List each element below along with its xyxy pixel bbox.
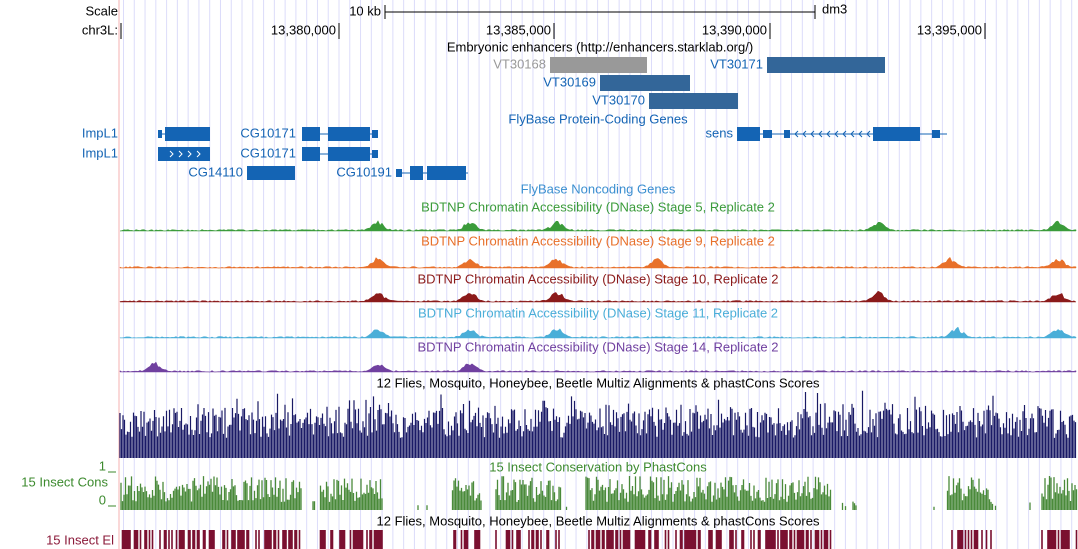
- element-bars: [121, 530, 1078, 549]
- signal: [119, 220, 1077, 232]
- gene-label: CG10171: [240, 145, 296, 160]
- ruler-label: 13,390,000: [702, 22, 767, 37]
- gene-label: CG14110: [188, 164, 243, 179]
- axis-min: 0: [99, 492, 106, 507]
- gene-label: CG10191: [336, 164, 392, 179]
- exon: [763, 130, 772, 138]
- enhancer-label: VT30171: [710, 56, 763, 71]
- track-title: BDTNP Chromatin Accessibility (DNase) St…: [421, 199, 775, 214]
- enhancer: [649, 93, 738, 109]
- strand-arrow: [187, 150, 192, 158]
- exon: [372, 150, 378, 158]
- track-title: BDTNP Chromatin Accessibility (DNase) St…: [417, 271, 778, 286]
- track-title: FlyBase Noncoding Genes: [521, 181, 676, 196]
- strand-arrow: [826, 130, 831, 138]
- gene-label: CG10171: [240, 125, 296, 140]
- signal: [119, 256, 1077, 269]
- conservation-bars: [119, 390, 1077, 458]
- exon: [784, 130, 790, 138]
- strand-arrow: [810, 130, 815, 138]
- ruler-label: 13,380,000: [271, 22, 336, 37]
- chrom-label: chr3L:: [82, 22, 118, 37]
- strand-arrow: [866, 130, 871, 138]
- track-title: 12 Flies, Mosquito, Honeybee, Beetle Mul…: [377, 513, 820, 528]
- track-title: BDTNP Chromatin Accessibility (DNase) St…: [417, 339, 778, 354]
- exon: [372, 130, 378, 138]
- exon: [302, 147, 320, 161]
- strand-arrow: [802, 130, 807, 138]
- exon: [247, 166, 295, 180]
- exon: [873, 127, 920, 141]
- strand-arrow: [842, 130, 847, 138]
- strand-arrow: [169, 150, 174, 158]
- strand-arrow: [794, 130, 799, 138]
- assembly: dm3: [822, 1, 847, 16]
- exon: [328, 127, 370, 141]
- strand-arrow: [178, 150, 183, 158]
- strand-arrow: [858, 130, 863, 138]
- exon: [165, 127, 210, 141]
- enhancer: [600, 75, 690, 91]
- exon: [158, 130, 162, 138]
- track-title: 12 Flies, Mosquito, Honeybee, Beetle Mul…: [377, 375, 820, 390]
- signal: [119, 290, 1077, 303]
- exon: [932, 130, 940, 138]
- axis-max: 1: [99, 458, 106, 473]
- strand-arrow: [818, 130, 823, 138]
- strand-arrow: [850, 130, 855, 138]
- enhancer-label: VT30169: [543, 74, 596, 89]
- exon: [302, 127, 320, 141]
- exon: [396, 169, 402, 177]
- track-title: 15 Insect Conservation by PhastCons: [489, 459, 707, 474]
- scale-size: 10 kb: [349, 3, 381, 18]
- exon: [410, 166, 423, 180]
- signal: [119, 326, 1077, 339]
- phastcons-bars: [120, 476, 1078, 510]
- exon: [737, 127, 760, 141]
- gene-label: ImpL1: [82, 125, 118, 140]
- strand-arrow: [196, 150, 201, 158]
- enhancer: [767, 57, 885, 73]
- enhancer: [550, 57, 647, 73]
- gene-label: ImpL1: [82, 145, 118, 160]
- track-title: FlyBase Protein-Coding Genes: [508, 111, 688, 126]
- gene-label: sens: [706, 125, 734, 140]
- ruler-label: 13,385,000: [486, 22, 551, 37]
- track-title: BDTNP Chromatin Accessibility (DNase) St…: [418, 305, 778, 320]
- ruler-label: 13,395,000: [917, 22, 982, 37]
- track-title: BDTNP Chromatin Accessibility (DNase) St…: [421, 233, 775, 248]
- scale-label: Scale: [85, 3, 118, 18]
- strand-arrow: [834, 130, 839, 138]
- track-title: Embryonic enhancers (http://enhancers.st…: [447, 39, 753, 54]
- exon: [328, 147, 370, 161]
- signal: [119, 361, 1077, 373]
- exon: [158, 147, 210, 161]
- exon: [427, 166, 466, 180]
- track-label: 15 Insect El: [46, 532, 114, 547]
- enhancer-label: VT30168: [493, 56, 546, 71]
- track-label: 15 Insect Cons: [21, 474, 108, 489]
- enhancer-label: VT30170: [592, 92, 645, 107]
